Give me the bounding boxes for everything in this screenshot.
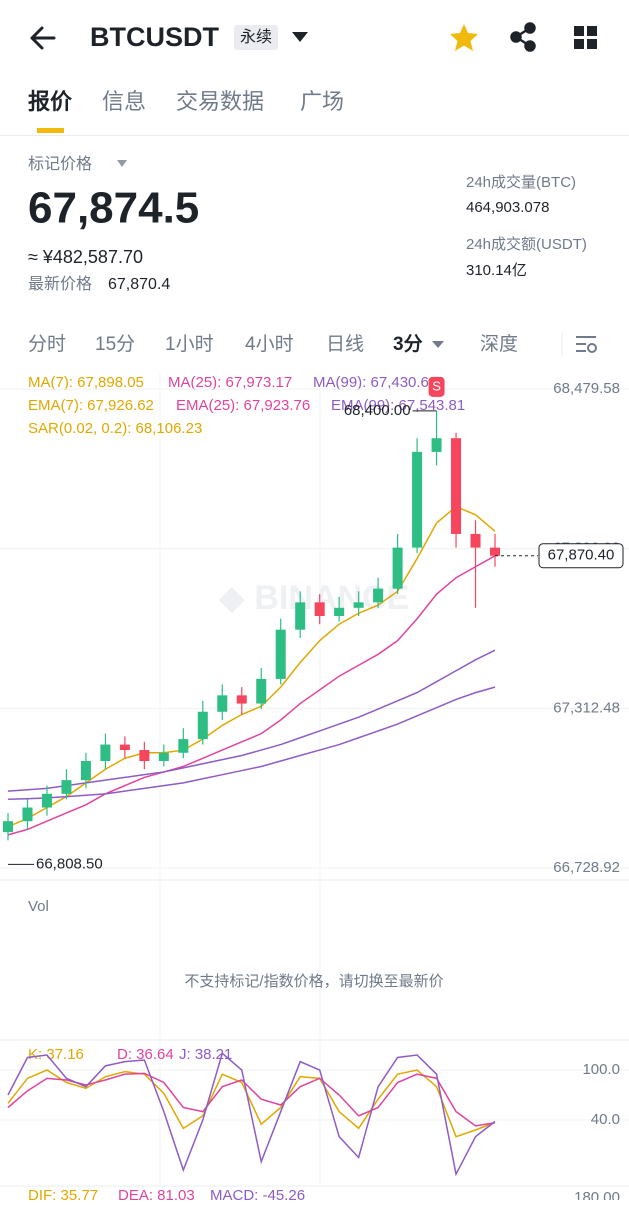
candle-body	[295, 602, 306, 630]
indicator-line	[7, 555, 496, 836]
indicator-line	[7, 1069, 496, 1138]
interval[interactable]: 3分	[393, 333, 423, 355]
candle-body	[412, 451, 423, 548]
legend: EMA(25): 67,923.76	[176, 397, 310, 414]
interval[interactable]: 深度	[480, 333, 518, 355]
latest-label: 最新价格	[28, 275, 92, 293]
candle-body	[431, 438, 442, 452]
badge-bg	[234, 25, 278, 50]
y-tick-label: 68,479.58	[553, 380, 620, 397]
macd-dif: DIF: 35.77	[28, 1187, 98, 1200]
candle-body	[61, 780, 72, 794]
legend: MA(25): 67,973.17	[168, 374, 292, 391]
signal-badge	[428, 376, 445, 397]
vol-label: Vol	[28, 898, 49, 915]
candle-body	[217, 695, 228, 712]
stat-value: 464,903.078	[466, 199, 549, 216]
candle-body	[275, 629, 286, 679]
y-tick-label: 67,312.48	[553, 699, 620, 716]
interval-dropdown[interactable]	[432, 341, 444, 348]
latest-price: 67,870.4	[108, 276, 170, 293]
symbol-dropdown[interactable]	[292, 32, 308, 42]
tab[interactable]: 交易数据	[176, 89, 264, 114]
y-tick-label: 40.0	[591, 1111, 620, 1128]
candle-body	[392, 547, 403, 589]
signal-text: S	[432, 378, 441, 393]
legend: MA(7): 67,898.05	[28, 374, 144, 391]
candle-body	[3, 821, 13, 833]
candle-body	[256, 678, 267, 704]
candle-body	[314, 602, 325, 617]
candle-body	[158, 752, 169, 762]
vol-message: 不支持标记/指数价格，请切换至最新价	[184, 973, 443, 990]
share[interactable]	[510, 22, 536, 52]
candle-body	[178, 739, 189, 753]
favorite[interactable]	[450, 24, 478, 51]
layout-menu[interactable]	[574, 26, 597, 49]
y-tick-label: 66,728.92	[553, 859, 620, 876]
interval[interactable]: 1小时	[165, 333, 214, 355]
candle-body	[334, 607, 345, 617]
candle-body	[236, 695, 247, 704]
candle-body	[22, 807, 33, 822]
candle-body	[470, 533, 481, 548]
legend: D: 36.64	[117, 1046, 174, 1063]
candle-body	[100, 744, 111, 762]
badge: 永续	[240, 28, 272, 46]
interval[interactable]: 4小时	[245, 333, 294, 355]
macd-tick: 180.00	[574, 1189, 620, 1200]
stat-value: 310.14亿	[466, 262, 527, 279]
candle-body	[451, 438, 462, 534]
macd-value: MACD: -45.26	[210, 1187, 305, 1200]
tab-indicator	[37, 128, 64, 133]
tab[interactable]: 信息	[102, 89, 146, 114]
candle-body	[373, 588, 384, 603]
candle-body	[197, 711, 208, 740]
last-price-box	[538, 543, 624, 569]
indicator-line	[7, 1052, 496, 1177]
low-label: 66,808.50	[36, 855, 103, 872]
candle-body	[490, 547, 500, 556]
price-dropdown[interactable]	[117, 160, 127, 167]
interval[interactable]: 日线	[326, 333, 364, 355]
tab[interactable]: 报价	[28, 89, 73, 114]
stat-label: 24h成交额(USDT)	[466, 235, 587, 253]
candle-body	[139, 750, 150, 762]
tab[interactable]: 广场	[300, 89, 344, 114]
interval[interactable]: 分时	[28, 333, 66, 355]
candle-body	[353, 602, 364, 608]
mark-price: 67,874.5	[28, 184, 199, 233]
candle-body	[80, 761, 91, 781]
cny-price: ≈ ¥482,587.70	[28, 247, 143, 267]
last-price-label: 67,870.40	[548, 547, 615, 564]
indicator-line	[7, 505, 496, 828]
legend: MA(99): 67,430.62	[313, 374, 437, 391]
high-label: 68,400.00	[344, 402, 411, 419]
candle-body	[119, 744, 130, 751]
symbol[interactable]: BTCUSDT	[90, 22, 219, 52]
legend: SAR(0.02, 0.2): 68,106.23	[28, 420, 202, 437]
chart-settings[interactable]	[576, 336, 597, 353]
legend: K: 37.16	[28, 1046, 84, 1063]
candle-body	[41, 793, 52, 808]
macd-dea: DEA: 81.03	[118, 1187, 195, 1200]
indicator-line	[7, 686, 496, 801]
y-tick-label: 100.0	[582, 1061, 620, 1078]
price-label[interactable]: 标记价格	[28, 155, 92, 173]
legend: EMA(7): 67,926.62	[28, 397, 154, 414]
legend: J: 38.21	[179, 1046, 232, 1063]
interval[interactable]: 15分	[95, 333, 135, 355]
back-button[interactable]	[30, 26, 56, 50]
indicator-line	[7, 649, 496, 792]
stat-label: 24h成交量(BTC)	[466, 173, 576, 191]
legend: EMA(99): 67,543.81	[331, 397, 465, 414]
